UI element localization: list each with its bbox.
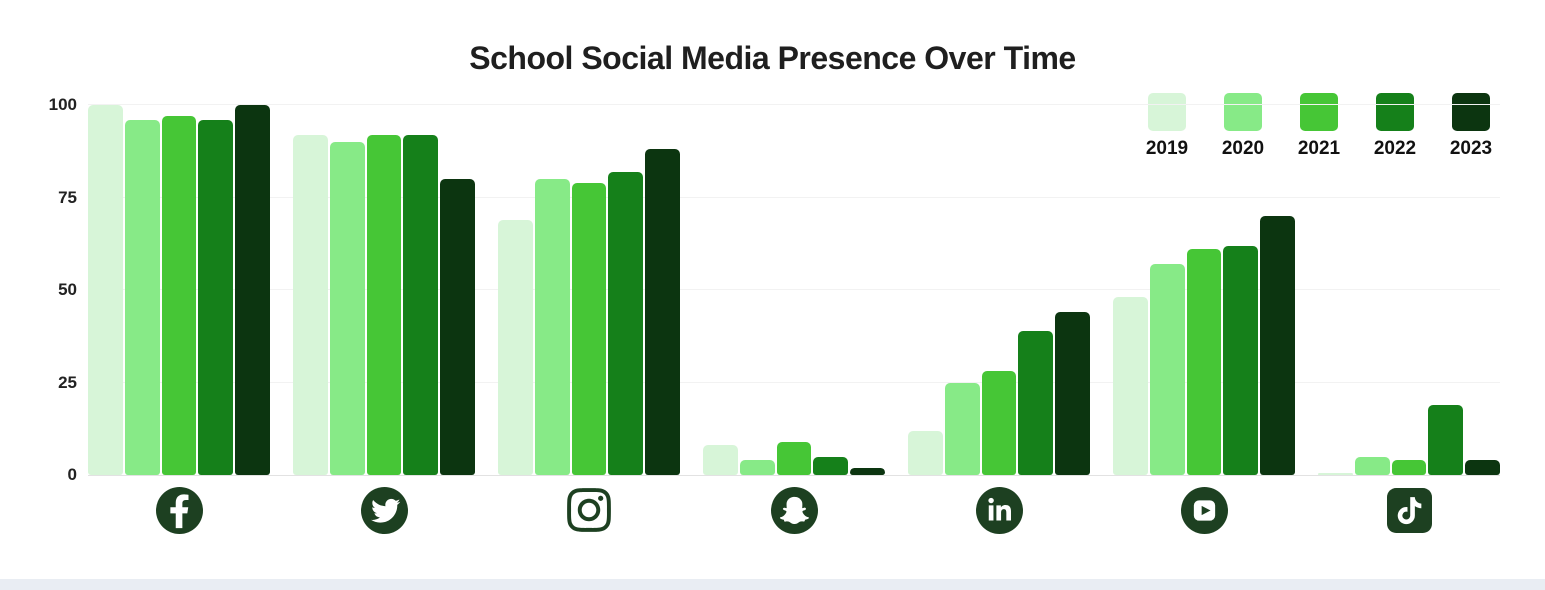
legend-label: 2020 <box>1221 138 1265 159</box>
bar-instagram-2022 <box>608 171 644 475</box>
bar-instagram-2023 <box>645 149 680 475</box>
bar-linkedin-2023 <box>1055 312 1090 475</box>
legend-label: 2021 <box>1297 138 1341 159</box>
bar-twitter-2021 <box>366 134 402 475</box>
legend-item-2019: 2019 <box>1140 93 1194 160</box>
bar-tiktok-2019 <box>1318 473 1353 475</box>
legend-item-2022: 2022 <box>1368 93 1422 160</box>
bar-youtube-2020 <box>1149 264 1185 475</box>
bar-group-facebook <box>88 105 270 475</box>
legend-swatch-2020 <box>1224 93 1262 131</box>
twitter-icon <box>293 482 475 538</box>
bar-linkedin-2022 <box>1018 330 1054 475</box>
bar-youtube-2021 <box>1186 249 1222 475</box>
bar-facebook-2021 <box>161 116 197 475</box>
bar-facebook-2023 <box>235 105 270 475</box>
y-tick-label-75: 75 <box>58 187 77 207</box>
bar-youtube-2019 <box>1113 297 1148 475</box>
x-axis-icons <box>88 482 1500 538</box>
legend-swatch-2022 <box>1376 93 1414 131</box>
bar-twitter-2020 <box>329 142 365 475</box>
linkedin-icon <box>908 482 1090 538</box>
bar-youtube-2022 <box>1223 245 1259 475</box>
bar-groups <box>88 105 1500 475</box>
legend-swatch-2019 <box>1148 93 1186 131</box>
bar-tiktok-2022 <box>1428 404 1464 475</box>
bar-twitter-2019 <box>293 134 328 475</box>
bar-snapchat-2022 <box>813 456 849 475</box>
bar-twitter-2023 <box>440 179 475 475</box>
bar-group-linkedin <box>908 105 1090 475</box>
legend-item-2020: 2020 <box>1216 93 1270 160</box>
bar-instagram-2021 <box>571 182 607 475</box>
bottom-strip <box>0 579 1545 590</box>
bar-instagram-2020 <box>534 179 570 475</box>
bar-snapchat-2019 <box>703 445 738 475</box>
y-tick-label-0: 0 <box>67 465 77 484</box>
y-axis: 0 25 50 75 100 <box>0 0 77 590</box>
bar-tiktok-2023 <box>1465 460 1500 475</box>
bar-youtube-2023 <box>1260 216 1295 475</box>
x-axis-baseline <box>88 475 1500 476</box>
bar-instagram-2019 <box>498 219 533 475</box>
bar-tiktok-2020 <box>1354 456 1390 475</box>
snapchat-icon <box>703 482 885 538</box>
bar-snapchat-2021 <box>776 441 812 475</box>
bar-snapchat-2023 <box>850 467 885 475</box>
bar-snapchat-2020 <box>739 460 775 475</box>
legend-item-2023: 2023 <box>1444 93 1498 160</box>
bar-facebook-2019 <box>88 105 123 475</box>
legend-label: 2022 <box>1373 138 1417 159</box>
bar-linkedin-2019 <box>908 430 943 475</box>
gridline-25 <box>88 381 1500 383</box>
facebook-icon <box>88 482 270 538</box>
bar-twitter-2022 <box>403 134 439 475</box>
chart-title: School Social Media Presence Over Time <box>469 40 1076 76</box>
y-tick-label-100: 100 <box>48 95 77 114</box>
bar-tiktok-2021 <box>1391 460 1427 475</box>
legend-label: 2019 <box>1145 138 1189 159</box>
gridline-75 <box>88 196 1500 198</box>
bar-group-instagram <box>498 105 680 475</box>
bar-group-youtube <box>1113 105 1295 475</box>
bar-facebook-2020 <box>124 119 160 475</box>
legend-label: 2023 <box>1449 138 1493 159</box>
bar-group-twitter <box>293 105 475 475</box>
bar-group-snapchat <box>703 105 885 475</box>
legend-swatch-2021 <box>1300 93 1338 131</box>
gridline-50 <box>88 289 1500 290</box>
y-tick-label-50: 50 <box>58 280 77 299</box>
youtube-icon <box>1113 482 1295 538</box>
tiktok-icon <box>1318 482 1500 538</box>
instagram-icon <box>498 482 680 538</box>
plot-area <box>88 104 1500 476</box>
bar-linkedin-2021 <box>981 371 1017 475</box>
legend: 2019 2020 2021 2022 2023 <box>1140 93 1498 160</box>
bar-facebook-2022 <box>198 119 234 475</box>
bar-linkedin-2020 <box>944 382 980 475</box>
legend-item-2021: 2021 <box>1292 93 1346 160</box>
legend-swatch-2023 <box>1452 93 1490 131</box>
bar-group-tiktok <box>1318 105 1500 475</box>
gridline-100 <box>88 104 1500 105</box>
y-tick-label-25: 25 <box>58 372 77 392</box>
